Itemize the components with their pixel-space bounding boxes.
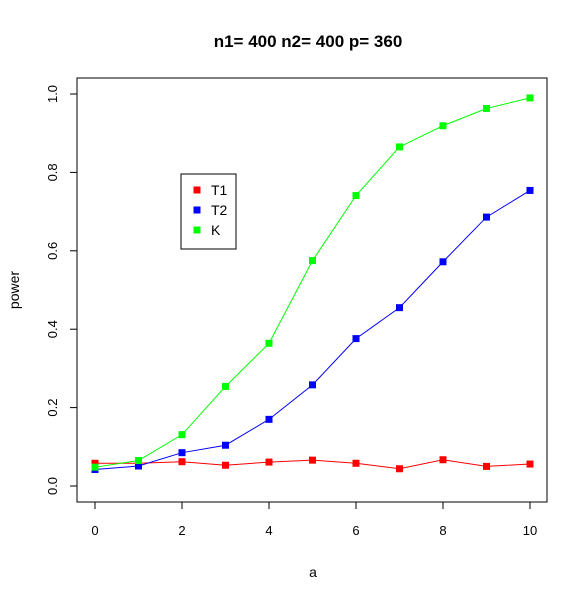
series-layer [91,94,534,474]
data-point-t2 [396,304,403,312]
y-tick-label: 0.6 [45,242,60,260]
data-point-t1 [91,459,99,467]
series-t2 [91,186,534,474]
y-tick-label: 0.8 [45,163,60,181]
data-point-t1 [352,459,360,467]
data-point-t1 [483,462,490,470]
plot-frame [76,77,548,503]
data-point-t1 [222,461,229,469]
data-point-t1 [309,456,316,464]
data-point-k [135,457,142,465]
legend-label-k: K [211,222,221,238]
data-point-t1 [396,465,403,473]
data-point-t2 [352,335,360,343]
legend-marker-t2 [193,206,201,214]
data-point-k [265,339,273,347]
data-point-t2 [178,449,186,457]
y-tick-label: 0.2 [45,399,60,417]
data-point-t2 [526,186,534,194]
data-point-t1 [265,458,273,466]
data-point-t2 [265,415,273,423]
data-point-k [352,192,360,200]
series-line-t2 [94,190,531,471]
y-tick-label: 1.0 [45,85,60,103]
data-point-t2 [222,441,229,449]
x-tick-label: 8 [439,523,446,538]
y-tick-label: 0.0 [45,477,60,495]
legend-marker-k [193,226,201,234]
data-point-k [526,94,534,102]
legend-label-t1: T1 [211,182,228,198]
data-point-k [439,122,447,130]
data-point-k [309,257,316,265]
data-point-t1 [526,460,534,468]
legend-label-t2: T2 [211,202,228,218]
legend: T1 T2 K [180,173,237,250]
x-tick-label: 0 [91,523,98,538]
data-point-k [91,463,99,471]
series-line-k [94,97,531,468]
data-point-t2 [483,213,490,221]
data-point-k [222,382,229,390]
data-point-k [483,105,490,113]
y-axis-title: power [6,271,22,309]
data-point-t1 [439,456,447,464]
data-point-t2 [309,381,316,389]
legend-marker-t1 [193,186,201,194]
x-axis-title: a [309,564,317,580]
data-point-k [178,431,186,439]
series-t1 [91,456,534,473]
data-point-k [396,143,403,151]
x-axis: 0 2 4 6 8 10 [91,501,537,538]
chart-title: n1= 400 n2= 400 p= 360 [214,32,403,51]
x-tick-label: 10 [523,523,537,538]
y-axis: 0.0 0.2 0.4 0.6 0.8 1.0 [45,85,78,495]
x-tick-label: 4 [265,523,272,538]
x-tick-label: 2 [178,523,185,538]
legend-box [180,173,237,250]
data-point-t2 [439,258,447,266]
y-tick-label: 0.4 [45,320,60,338]
data-point-t1 [178,458,186,466]
x-tick-label: 6 [352,523,359,538]
series-k [91,94,534,471]
data-point-t2 [135,462,142,470]
